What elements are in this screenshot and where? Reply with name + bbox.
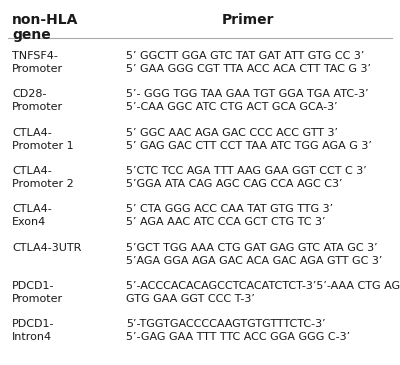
Text: TNFSF4-
Promoter: TNFSF4- Promoter — [12, 51, 63, 74]
Text: 5’-TGGTGACCCCAAGTGTGTTTCTC-3’
5’-GAG GAA TTT TTC ACC GGA GGG C-3’: 5’-TGGTGACCCCAAGTGTGTTTCTC-3’ 5’-GAG GAA… — [126, 319, 350, 342]
Text: CTLA4-3UTR: CTLA4-3UTR — [12, 243, 81, 253]
Text: CTLA4-
Promoter 1: CTLA4- Promoter 1 — [12, 128, 74, 150]
Text: 5’- GGG TGG TAA GAA TGT GGA TGA ATC-3’
5’-CAA GGC ATC CTG ACT GCA GCA-3’: 5’- GGG TGG TAA GAA TGT GGA TGA ATC-3’ 5… — [126, 89, 369, 112]
Text: non-HLA
gene: non-HLA gene — [12, 13, 78, 42]
Text: PDCD1-
Promoter: PDCD1- Promoter — [12, 281, 63, 304]
Text: CTLA4-
Promoter 2: CTLA4- Promoter 2 — [12, 166, 74, 189]
Text: 5’CTC TCC AGA TTT AAG GAA GGT CCT C 3’
5’GGA ATA CAG AGC CAG CCA AGC C3’: 5’CTC TCC AGA TTT AAG GAA GGT CCT C 3’ 5… — [126, 166, 367, 189]
Text: PDCD1-
Intron4: PDCD1- Intron4 — [12, 319, 54, 342]
Text: 5’GCT TGG AAA CTG GAT GAG GTC ATA GC 3’
5’AGA GGA AGA GAC ACA GAC AGA GTT GC 3’: 5’GCT TGG AAA CTG GAT GAG GTC ATA GC 3’ … — [126, 243, 382, 265]
Text: 5’ GGC AAC AGA GAC CCC ACC GTT 3’
5’ GAG GAC CTT CCT TAA ATC TGG AGA G 3’: 5’ GGC AAC AGA GAC CCC ACC GTT 3’ 5’ GAG… — [126, 128, 372, 150]
Text: 5’ CTA GGG ACC CAA TAT GTG TTG 3’
5’ AGA AAC ATC CCA GCT CTG TC 3’: 5’ CTA GGG ACC CAA TAT GTG TTG 3’ 5’ AGA… — [126, 204, 333, 227]
Text: Primer: Primer — [222, 13, 274, 27]
Text: 5’ GGCTT GGA GTC TAT GAT ATT GTG CC 3’
5’ GAA GGG CGT TTA ACC ACA CTT TAC G 3’: 5’ GGCTT GGA GTC TAT GAT ATT GTG CC 3’ 5… — [126, 51, 371, 74]
Text: CTLA4-
Exon4: CTLA4- Exon4 — [12, 204, 52, 227]
Text: CD28-
Promoter: CD28- Promoter — [12, 89, 63, 112]
Text: 5’-ACCCACACAGCCTCACATCTCT-3’5’-AAA CTG AGG
GTG GAA GGT CCC T-3’: 5’-ACCCACACAGCCTCACATCTCT-3’5’-AAA CTG A… — [126, 281, 400, 304]
